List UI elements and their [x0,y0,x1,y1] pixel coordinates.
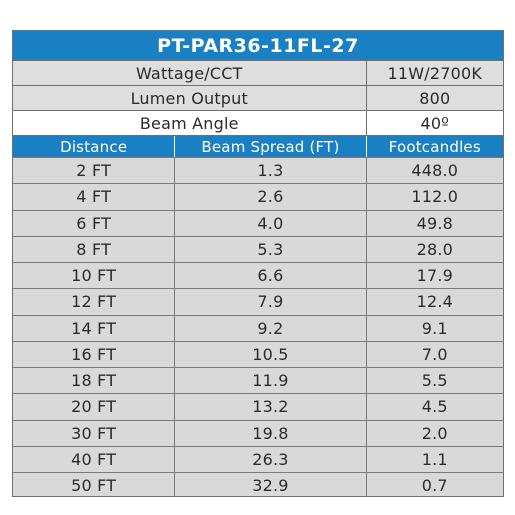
table-row: 2 FT 1.3 448.0 [13,157,503,184]
column-header-beam-spread: Beam Spread (FT) [175,136,367,157]
distance-cell: 2 FT [13,158,176,184]
table-row: 10 FT 6.6 17.9 [13,262,503,289]
spec-row-wattage: Wattage/CCT 11W/2700K [13,60,503,85]
distance-cell: 10 FT [13,263,176,289]
beam-spread-cell: 5.3 [175,236,367,262]
footcandles-cell: 9.1 [421,318,448,338]
beam-spread-cell: 1.3 [175,158,367,184]
distance-cell: 18 FT [13,368,176,394]
footcandles-cell: 1.1 [421,449,448,469]
spec-value: 800 [419,88,451,108]
spec-label: Wattage/CCT [13,61,367,85]
table-row: 4 FT 2.6 112.0 [13,183,503,210]
footcandles-cell: 7.0 [421,344,448,364]
distance-cell: 14 FT [13,315,176,341]
beam-spread-cell: 9.2 [175,315,367,341]
footcandles-cell: 4.5 [421,397,448,417]
beam-spread-cell: 4.0 [175,210,367,236]
table-row: 16 FT 10.5 7.0 [13,340,503,367]
footcandles-cell: 448.0 [411,161,459,181]
footcandles-cell: 112.0 [411,187,459,207]
footcandles-cell: 28.0 [416,239,453,259]
beam-spread-cell: 10.5 [175,341,367,367]
column-header-row: Distance Beam Spread (FT) Footcandles [13,135,503,157]
beam-spread-cell: 19.8 [175,420,367,446]
product-title: PT-PAR36-11FL-27 [157,34,359,57]
distance-cell: 4 FT [13,184,176,210]
distance-cell: 30 FT [13,420,176,446]
distance-cell: 16 FT [13,341,176,367]
column-header-distance: Distance [13,136,176,157]
distance-cell: 12 FT [13,289,176,315]
table-row: 14 FT 9.2 9.1 [13,314,503,341]
footcandles-cell: 17.9 [416,266,453,286]
footcandles-cell: 5.5 [421,371,448,391]
beam-spread-cell: 26.3 [175,446,367,472]
table-row: 50 FT 32.9 0.7 [13,472,503,496]
distance-cell: 50 FT [13,473,176,496]
beam-spread-cell: 6.6 [175,263,367,289]
table-row: 18 FT 11.9 5.5 [13,367,503,394]
spec-label: Lumen Output [13,86,367,110]
spec-value: 40º [420,113,450,133]
distance-cell: 8 FT [13,236,176,262]
spec-label: Beam Angle [13,111,367,135]
distance-cell: 40 FT [13,446,176,472]
footcandles-cell: 49.8 [416,213,453,233]
spec-value: 11W/2700K [387,63,483,83]
spec-row-beam-angle: Beam Angle 40º [13,110,503,135]
beam-spread-cell: 32.9 [175,473,367,496]
footcandles-cell: 12.4 [416,292,453,312]
spec-row-lumen: Lumen Output 800 [13,85,503,110]
table-row: 20 FT 13.2 4.5 [13,393,503,420]
table-row: 30 FT 19.8 2.0 [13,419,503,446]
table-row: 8 FT 5.3 28.0 [13,235,503,262]
table-row: 40 FT 26.3 1.1 [13,445,503,472]
beam-spread-cell: 11.9 [175,368,367,394]
product-title-row: PT-PAR36-11FL-27 [13,31,503,60]
beam-spread-cell: 2.6 [175,184,367,210]
column-header-footcandles: Footcandles [388,137,481,156]
photometric-spec-table: PT-PAR36-11FL-27 Wattage/CCT 11W/2700K L… [12,30,504,497]
table-row: 12 FT 7.9 12.4 [13,288,503,315]
beam-spread-cell: 7.9 [175,289,367,315]
table-row: 6 FT 4.0 49.8 [13,209,503,236]
distance-cell: 20 FT [13,394,176,420]
footcandles-cell: 0.7 [421,476,448,496]
beam-spread-cell: 13.2 [175,394,367,420]
footcandles-cell: 2.0 [421,423,448,443]
distance-cell: 6 FT [13,210,176,236]
